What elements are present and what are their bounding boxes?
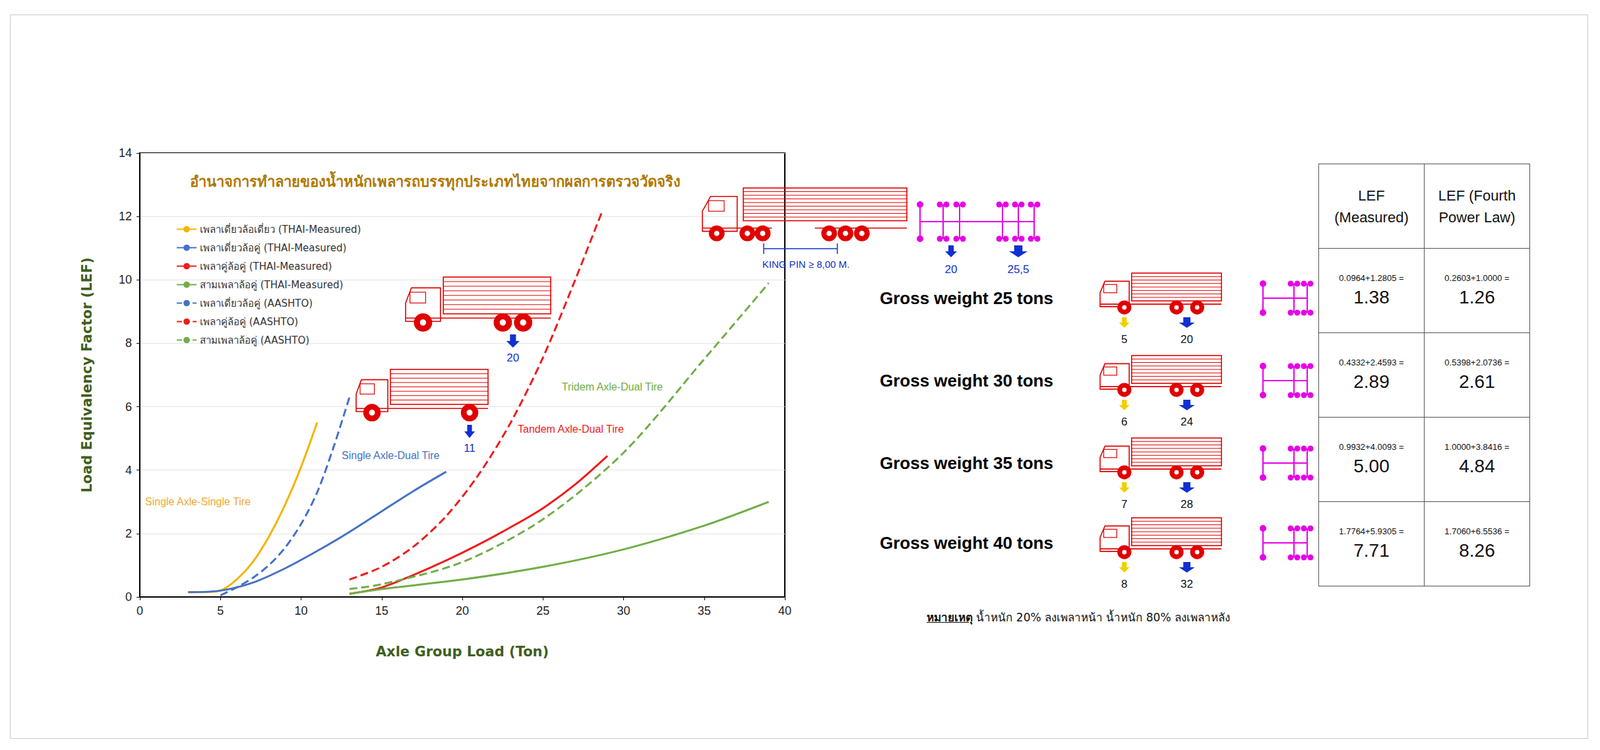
svg-text:6: 6 (1121, 415, 1128, 429)
svg-text:Single Axle-Dual Tire: Single Axle-Dual Tire (341, 449, 440, 462)
svg-text:40: 40 (778, 604, 792, 618)
svg-text:0: 0 (136, 604, 144, 618)
svg-text:20: 20 (1180, 333, 1194, 346)
html-text:2.89: 2.89 (1353, 371, 1390, 392)
html-text:1.0000+3.8416 =: 1.0000+3.8416 = (1444, 441, 1510, 452)
svg-text:เพลาคู่ล้อคู่ (THAI-Measured): เพลาคู่ล้อคู่ (THAI-Measured) (199, 260, 332, 273)
html-text:LEF (Fourth Power Law): LEF (Fourth Power Law) (1438, 186, 1516, 226)
html-text:0.2603+1.0000 =: 0.2603+1.0000 = (1444, 273, 1510, 283)
svg-text:เพลาเดี่ยวล้อคู่ (AASHTO): เพลาเดี่ยวล้อคู่ (AASHTO) (199, 296, 313, 310)
svg-text:10: 10 (294, 604, 308, 618)
html-text:7.71: 7.71 (1353, 540, 1390, 561)
svg-text:เพลาคู่ล้อคู่ (AASHTO): เพลาคู่ล้อคู่ (AASHTO) (199, 315, 299, 328)
svg-text:Single Axle-Single Tire: Single Axle-Single Tire (145, 495, 251, 508)
html-text:1.7764+5.9305 =: 1.7764+5.9305 = (1339, 526, 1404, 537)
svg-text:25: 25 (536, 604, 550, 618)
svg-text:25,5: 25,5 (1007, 263, 1029, 276)
svg-text:8: 8 (125, 336, 132, 350)
svg-text:32: 32 (1180, 577, 1194, 591)
svg-text:Gross weight 35 tons: Gross weight 35 tons (879, 453, 1054, 473)
svg-text:10: 10 (118, 273, 132, 287)
html-text:LEF (Measured): LEF (Measured) (1334, 186, 1409, 226)
svg-text:Tridem Axle-Dual Tire: Tridem Axle-Dual Tire (561, 381, 663, 393)
svg-text:4: 4 (125, 463, 132, 477)
svg-text:20: 20 (945, 263, 958, 276)
svg-text:อำนาจการทำลายของน้ำหนักเพลารถบ: อำนาจการทำลายของน้ำหนักเพลารถบรรทุกประเภ… (189, 170, 681, 192)
svg-text:สามเพลาล้อคู่ (THAI-Measured): สามเพลาล้อคู่ (THAI-Measured) (199, 278, 343, 291)
html-text:1.38: 1.38 (1353, 286, 1390, 308)
svg-text:20: 20 (455, 604, 469, 618)
svg-text:12: 12 (118, 209, 132, 223)
svg-text:20: 20 (506, 351, 520, 365)
html-text:0.5398+2.0736 =: 0.5398+2.0736 = (1444, 357, 1510, 368)
html-text:0.4332+2.4593 =: 0.4332+2.4593 = (1339, 357, 1404, 368)
svg-text:14: 14 (118, 146, 132, 160)
svg-text:เพลาเดี่ยวล้อเดี่ยว (THAI-Meas: เพลาเดี่ยวล้อเดี่ยว (THAI-Measured) (199, 222, 361, 236)
svg-text:KING PIN ≥ 8,00 M.: KING PIN ≥ 8,00 M. (762, 258, 850, 270)
html-text:2.61: 2.61 (1459, 371, 1496, 392)
svg-text:สามเพลาล้อคู่ (AASHTO): สามเพลาล้อคู่ (AASHTO) (199, 334, 310, 347)
html-text:1.7060+6.5536 =: 1.7060+6.5536 = (1444, 526, 1510, 537)
svg-text:15: 15 (375, 604, 389, 618)
svg-text:Load Equivalency Factor (LEF): Load Equivalency Factor (LEF) (79, 257, 95, 493)
svg-text:6: 6 (125, 400, 132, 414)
html-text:0.0964+1.2805 =: 0.0964+1.2805 = (1339, 273, 1404, 283)
svg-text:2: 2 (125, 526, 132, 541)
svg-text:Tandem Axle-Dual Tire: Tandem Axle-Dual Tire (517, 423, 624, 435)
html-text:8.26: 8.26 (1459, 540, 1496, 561)
svg-text:24: 24 (1180, 415, 1194, 429)
html-text:หมายเหตุ น้ำหนัก 20% ลงเพลาหน้: หมายเหตุ น้ำหนัก 20% ลงเพลาหน้า น้ำหนัก … (926, 610, 1231, 624)
svg-text:Axle Group Load (Ton): Axle Group Load (Ton) (375, 643, 549, 660)
html-text:5.00: 5.00 (1353, 455, 1390, 477)
svg-text:8: 8 (1121, 577, 1128, 591)
svg-text:7: 7 (1121, 497, 1128, 511)
svg-text:5: 5 (216, 604, 224, 618)
svg-text:11: 11 (463, 441, 476, 455)
html-text:0.9932+4.0093 =: 0.9932+4.0093 = (1339, 441, 1404, 452)
svg-text:Gross weight 25 tons: Gross weight 25 tons (879, 288, 1054, 308)
svg-text:28: 28 (1180, 497, 1194, 511)
html-text:1.26: 1.26 (1459, 286, 1496, 308)
html-text:4.84: 4.84 (1459, 455, 1496, 477)
svg-text:0: 0 (125, 590, 132, 604)
svg-text:Gross weight 30 tons: Gross weight 30 tons (879, 370, 1054, 391)
svg-text:เพลาเดี่ยวล้อคู่ (THAI-Measure: เพลาเดี่ยวล้อคู่ (THAI-Measured) (199, 240, 347, 254)
svg-text:30: 30 (616, 604, 630, 618)
svg-text:5: 5 (1121, 333, 1128, 346)
svg-text:35: 35 (697, 604, 711, 618)
svg-text:Gross weight 40 tons: Gross weight 40 tons (879, 532, 1054, 553)
